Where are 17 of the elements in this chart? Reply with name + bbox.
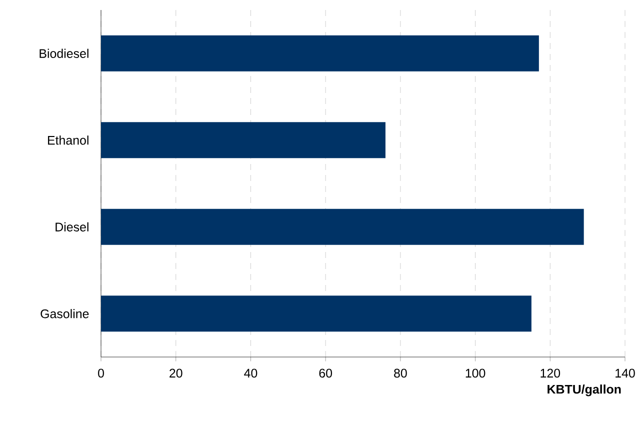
bar (101, 122, 386, 158)
x-axis-title: KBTU/gallon (548, 384, 621, 396)
bar (101, 35, 539, 72)
x-tick-label: 120 (540, 368, 560, 378)
bar (101, 208, 584, 245)
y-tick-label: Diesel (56, 222, 88, 232)
y-tick-label: Ethanol (48, 136, 88, 145)
y-tick-label: Gasoline (40, 309, 89, 318)
x-tick-label: 0 (98, 368, 104, 378)
x-tick-label: 80 (394, 368, 407, 378)
bar (101, 296, 532, 332)
x-tick-label: 100 (466, 368, 486, 378)
x-tick-label: 20 (170, 368, 182, 378)
x-tick-label: 40 (244, 368, 258, 378)
x-tick-label: 140 (616, 368, 635, 378)
y-tick-label: Biodiesel (40, 48, 88, 58)
x-tick-label: 60 (319, 368, 332, 378)
